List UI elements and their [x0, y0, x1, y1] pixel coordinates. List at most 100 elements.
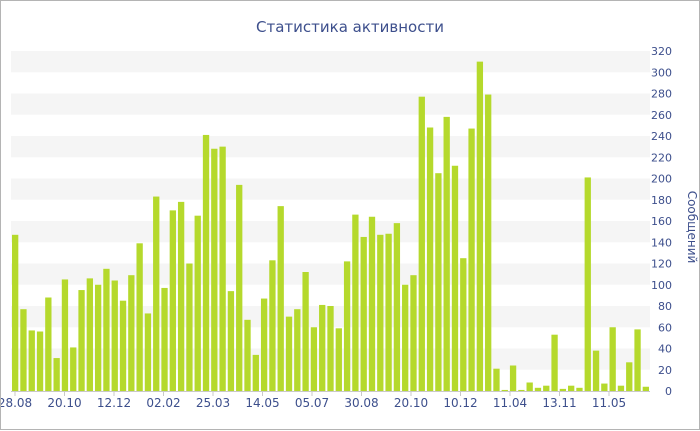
y-tick-label: 280	[651, 88, 672, 101]
x-tick-label: 30.08	[344, 396, 378, 410]
bar	[28, 330, 35, 391]
bar	[443, 116, 450, 392]
bar	[119, 300, 127, 391]
bar	[343, 261, 351, 392]
y-tick-label: 200	[651, 173, 672, 186]
bar	[468, 128, 475, 391]
x-axis: 28.08 20.10 12.12 02.02 25.03 14.05 05.07 30.08…	[1, 391, 626, 410]
bar	[642, 386, 650, 391]
y-tick-label: 120	[651, 258, 672, 271]
bar	[61, 279, 69, 391]
x-tick-label: 11.04	[493, 396, 527, 410]
bar	[460, 258, 467, 391]
bar	[568, 385, 575, 391]
bar	[177, 201, 185, 392]
bar	[559, 388, 567, 392]
bar	[319, 304, 326, 391]
bar	[418, 96, 425, 391]
y-tick-label: 320	[651, 45, 672, 58]
y-tick-label: 0	[665, 385, 672, 398]
bar	[12, 234, 19, 391]
bar	[601, 383, 608, 391]
bar	[543, 385, 550, 391]
y-tick-label: 40	[658, 343, 672, 356]
x-tick-label: 25.03	[196, 396, 230, 410]
bar	[78, 290, 85, 391]
x-tick-label: 12.12	[97, 396, 131, 410]
bar	[385, 233, 392, 391]
bar	[260, 298, 268, 391]
bar	[211, 148, 218, 391]
bar	[144, 313, 152, 391]
bar	[153, 196, 160, 391]
chart-title: Статистика активности	[256, 18, 444, 36]
grid-band	[11, 136, 650, 158]
bar	[236, 184, 243, 391]
x-tick-label: 05.07	[295, 396, 329, 410]
bar	[20, 309, 27, 391]
bar	[435, 173, 442, 391]
bar	[352, 214, 359, 391]
bar	[451, 165, 459, 391]
bar	[128, 275, 135, 391]
y-tick-label: 240	[651, 130, 672, 143]
y-tick-label: 180	[651, 194, 672, 207]
y-tick-label: 140	[651, 236, 672, 249]
bar	[94, 284, 102, 391]
bar	[592, 350, 600, 392]
y-tick-label: 80	[658, 300, 672, 313]
grid-band	[11, 221, 650, 243]
y-tick-label: 260	[651, 109, 672, 122]
bar	[493, 368, 500, 391]
bar	[227, 291, 235, 392]
bar	[426, 127, 434, 391]
y-tick-label: 300	[651, 66, 672, 79]
bar	[534, 387, 542, 391]
grid-band	[11, 51, 650, 73]
x-tick-label: 20.10	[47, 396, 81, 410]
bar	[402, 284, 409, 391]
bar	[377, 234, 384, 391]
bar	[302, 272, 309, 391]
bar	[194, 215, 201, 391]
bar	[202, 134, 210, 391]
bar	[161, 287, 168, 391]
bar-series	[12, 61, 650, 392]
x-tick-label: 28.08	[1, 396, 32, 410]
bar	[634, 329, 641, 392]
bar	[252, 354, 259, 392]
bar	[393, 223, 401, 392]
bar	[86, 278, 93, 392]
grid-band	[11, 178, 650, 200]
y-axis-title: Сообщений	[685, 191, 699, 264]
x-tick-label: 10.12	[443, 396, 477, 410]
bar	[45, 297, 52, 391]
bar	[410, 275, 417, 391]
bar	[36, 331, 44, 391]
grid-band	[11, 93, 650, 115]
bar	[476, 61, 484, 392]
bar	[285, 316, 293, 392]
bar	[186, 263, 193, 391]
bar	[576, 387, 583, 391]
bar	[53, 358, 60, 391]
bar	[609, 327, 616, 391]
bar	[103, 268, 110, 391]
bar	[294, 309, 301, 391]
x-tick-label: 13.11	[542, 396, 576, 410]
y-axis: 0 20 40 60 80 100 120 140 160 180 200 220 240 260 280 3…	[651, 45, 672, 398]
bar	[277, 206, 284, 391]
bar	[584, 177, 591, 391]
x-tick-label: 14.05	[245, 396, 279, 410]
bar	[269, 260, 276, 391]
y-tick-label: 160	[651, 215, 672, 228]
bar	[526, 382, 533, 391]
bar	[136, 243, 143, 391]
y-tick-label: 100	[651, 279, 672, 292]
x-tick-label: 20.10	[394, 396, 428, 410]
bar	[310, 327, 318, 391]
bar	[360, 236, 367, 391]
bar	[368, 216, 376, 391]
bar	[485, 94, 492, 391]
